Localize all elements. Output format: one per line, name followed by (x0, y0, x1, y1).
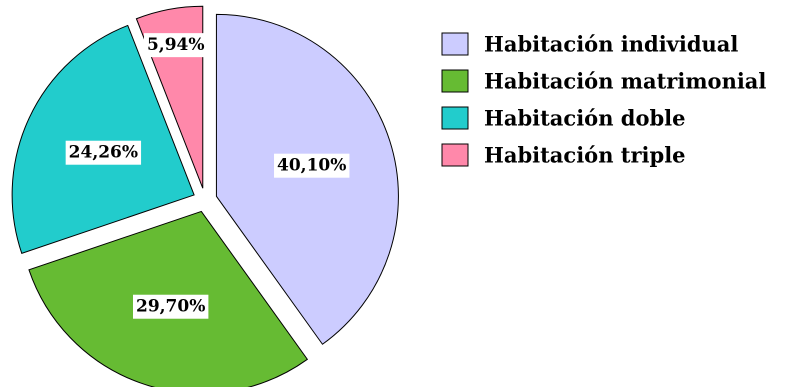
legend-label: Habitación triple (484, 143, 686, 168)
pie-slice-habitacion-individual (215, 13, 399, 345)
legend-label: Habitación doble (484, 106, 685, 131)
data-label-background (143, 33, 208, 58)
legend-item-habitacion-triple: Habitación triple (441, 143, 686, 168)
legend-swatch (441, 143, 469, 167)
data-label-habitacion-triple: 5,94% (143, 33, 208, 58)
data-label-text: 29,70% (136, 297, 205, 317)
data-label-background (274, 153, 350, 178)
data-label-text: 40,10% (277, 156, 346, 176)
legend-item-habitacion-matrimonial: Habitación matrimonial (441, 69, 766, 94)
legend-swatch (441, 32, 469, 56)
legend-label: Habitación individual (484, 32, 738, 57)
data-labels-layer: 40,10% 29,70% 24,26% 5,94% (65, 33, 350, 319)
data-label-habitacion-matrimonial: 29,70% (132, 294, 209, 319)
slices-layer (11, 5, 399, 387)
data-label-habitacion-individual: 40,10% (274, 153, 350, 178)
data-label-text: 24,26% (69, 143, 138, 163)
data-label-text: 5,94% (147, 35, 205, 55)
data-label-background (65, 140, 142, 165)
legend-swatch (441, 69, 469, 93)
legend-label: Habitación matrimonial (484, 69, 766, 94)
legend-item-habitacion-doble: Habitación doble (441, 106, 685, 131)
data-label-habitacion-doble: 24,26% (65, 140, 142, 165)
legend-swatch (441, 106, 469, 130)
data-label-background (132, 294, 209, 319)
legend: Habitación individual Habitación matrimon… (441, 32, 766, 168)
pie-slice-habitacion-doble (11, 24, 195, 254)
legend-item-habitacion-individual: Habitación individual (441, 32, 738, 57)
